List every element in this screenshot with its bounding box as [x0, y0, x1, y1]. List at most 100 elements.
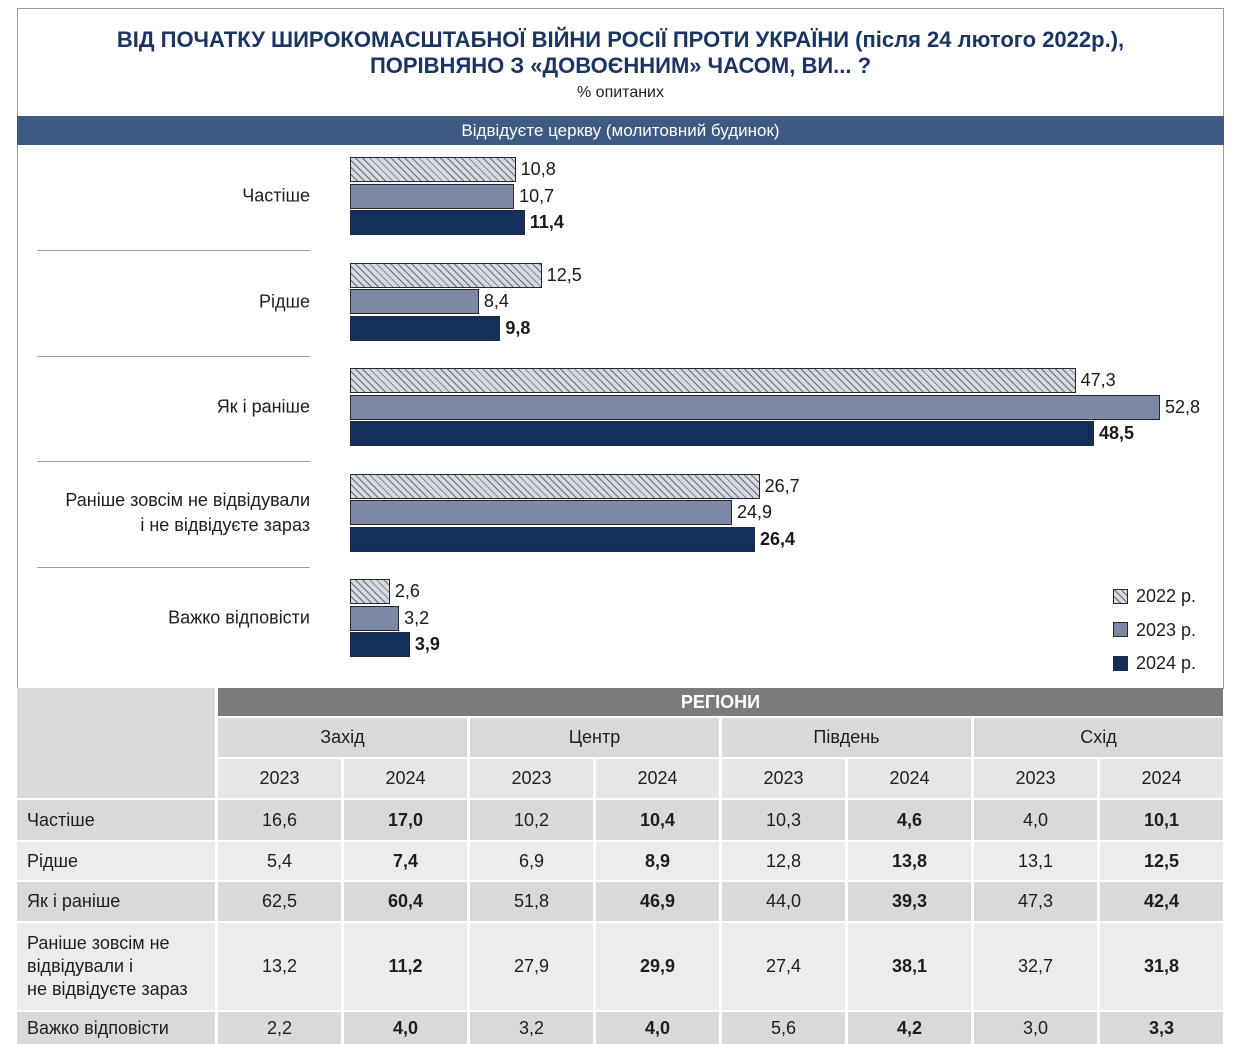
legend-swatch-2024	[1113, 655, 1128, 671]
value-label-2022-3: 47,3	[1080, 370, 1116, 390]
value-label-2024-5: 3,9	[414, 634, 440, 654]
table-cell: 60,4	[344, 882, 467, 921]
bar-2022-2	[350, 262, 542, 288]
bar-chart: Частіше 10,8 10,7 11,4 Рідше 12,5 8,4 9,8 Як і р…	[37, 157, 1201, 673]
table-cell: 12,8	[722, 842, 845, 880]
table-cell: 3,2	[470, 1012, 593, 1044]
table-cell: 17,0	[344, 800, 467, 840]
table-corner	[17, 688, 215, 798]
legend-swatch-2022	[1113, 588, 1128, 604]
table-cell: 38,1	[848, 923, 971, 1010]
table-cell: 12,5	[1100, 842, 1223, 880]
value-label-2023-2: 8,4	[483, 291, 509, 311]
table-cell: 11,2	[344, 923, 467, 1010]
table-cell: 31,8	[1100, 923, 1223, 1010]
table-cell: 4,0	[344, 1012, 467, 1044]
bar-2022-4	[350, 473, 760, 499]
legend-label-2023: 2023 р.	[1136, 619, 1197, 640]
table-row-label: Як і раніше	[17, 882, 215, 921]
table-cell: 13,8	[848, 842, 971, 880]
value-label-2024-2: 9,8	[505, 317, 531, 338]
table-cell: 4,2	[848, 1012, 971, 1044]
category-label-2: Рідше	[259, 291, 310, 311]
value-label-2023-3: 52,8	[1165, 396, 1201, 417]
value-label-2022-1: 10,8	[520, 159, 556, 179]
table-cell: 27,4	[722, 923, 845, 1010]
bar-2022-3	[350, 368, 1076, 393]
table-cell: 62,5	[218, 882, 341, 921]
year-header: 2023	[974, 759, 1097, 798]
category-label-1: Частіше	[242, 185, 310, 206]
value-label-2022-4: 26,7	[764, 475, 800, 496]
table-row-label: Важко відповісти	[17, 1012, 215, 1044]
table-row-label: Раніше зовсім не відвідували і не відвід…	[17, 923, 215, 1010]
legend-label-2022: 2022 р.	[1136, 586, 1197, 606]
table-cell: 13,1	[974, 842, 1097, 880]
table-cell: 47,3	[974, 882, 1097, 921]
value-label-2023-5: 3,2	[404, 607, 430, 628]
table-cell: 8,9	[596, 842, 719, 880]
chart-title: ВІД ПОЧАТКУ ШИРОКОМАСШТАБНОЇ ВІЙНИ РОСІЇ…	[116, 27, 1125, 78]
bar-2024-5	[350, 632, 410, 657]
table-cell: 10,3	[722, 800, 845, 840]
value-label-2024-4: 26,4	[760, 528, 796, 549]
category-separator	[37, 461, 310, 462]
table-cell: 7,4	[344, 842, 467, 880]
table-cell: 5,4	[218, 842, 341, 880]
table-cell: 4,0	[596, 1012, 719, 1044]
table-cell: 42,4	[1100, 882, 1223, 921]
bar-2024-1	[350, 210, 525, 235]
legend-item-2023: 2023 р.	[1113, 620, 1196, 640]
value-label-2024-3: 48,5	[1099, 423, 1135, 443]
bar-2023-1	[350, 183, 515, 209]
year-header: 2024	[344, 759, 467, 798]
legend-swatch-2023	[1113, 622, 1128, 637]
table-group-header: РЕГІОНИ	[218, 688, 1223, 716]
value-label-2023-1: 10,7	[519, 185, 555, 206]
bar-2024-2	[350, 315, 501, 341]
regions-table: РЕГІОНИ Захід 2023 2024 Центр 2023 2024 Південь…	[17, 688, 1223, 1044]
region-header: Схід	[974, 718, 1223, 757]
category-separator	[37, 355, 310, 357]
table-cell: 16,6	[218, 800, 341, 840]
table-cell: 32,7	[974, 923, 1097, 1010]
value-label-2024-1: 11,4	[529, 212, 564, 232]
panel-title: Відвідуєте церкву (молитовний будинок)	[17, 116, 1224, 145]
bar-2023-5	[350, 605, 400, 631]
year-header: 2023	[218, 759, 341, 798]
year-header: 2024	[596, 759, 719, 798]
bar-2023-3	[350, 394, 1160, 420]
bar-2022-1	[350, 157, 516, 182]
bar-2024-4	[350, 526, 755, 552]
year-header: 2023	[470, 759, 593, 798]
table-cell: 10,1	[1100, 800, 1223, 840]
table-row-label: Рідше	[17, 842, 215, 880]
bar-2024-3	[350, 421, 1095, 446]
table-cell: 51,8	[470, 882, 593, 921]
table-cell: 3,3	[1100, 1012, 1223, 1044]
region-header: Захід	[218, 718, 467, 757]
table-cell: 2,2	[218, 1012, 341, 1044]
chart-frame	[17, 8, 1224, 689]
legend-label-2024: 2024 р.	[1136, 653, 1197, 673]
region-header: Південь	[722, 718, 971, 757]
table-cell: 29,9	[596, 923, 719, 1010]
table-cell: 10,4	[596, 800, 719, 840]
year-header: 2024	[848, 759, 971, 798]
category-separator	[37, 250, 310, 251]
value-label-2023-4: 24,9	[736, 502, 773, 522]
value-label-2022-5: 2,6	[394, 581, 420, 601]
table-cell: 6,9	[470, 842, 593, 880]
table-cell: 27,9	[470, 923, 593, 1010]
category-label-5: Важко відповісти	[168, 607, 310, 628]
table-cell: 4,0	[974, 800, 1097, 840]
unit-note: % опитаних	[577, 84, 664, 101]
table-cell: 46,9	[596, 882, 719, 921]
bar-2023-2	[350, 289, 479, 314]
table-cell: 13,2	[218, 923, 341, 1010]
region-header: Центр	[470, 718, 719, 757]
table-row-label: Частіше	[17, 800, 215, 840]
bar-2023-4	[350, 500, 732, 525]
table-cell: 39,3	[848, 882, 971, 921]
legend-item-2022: 2022 р.	[1113, 586, 1196, 606]
